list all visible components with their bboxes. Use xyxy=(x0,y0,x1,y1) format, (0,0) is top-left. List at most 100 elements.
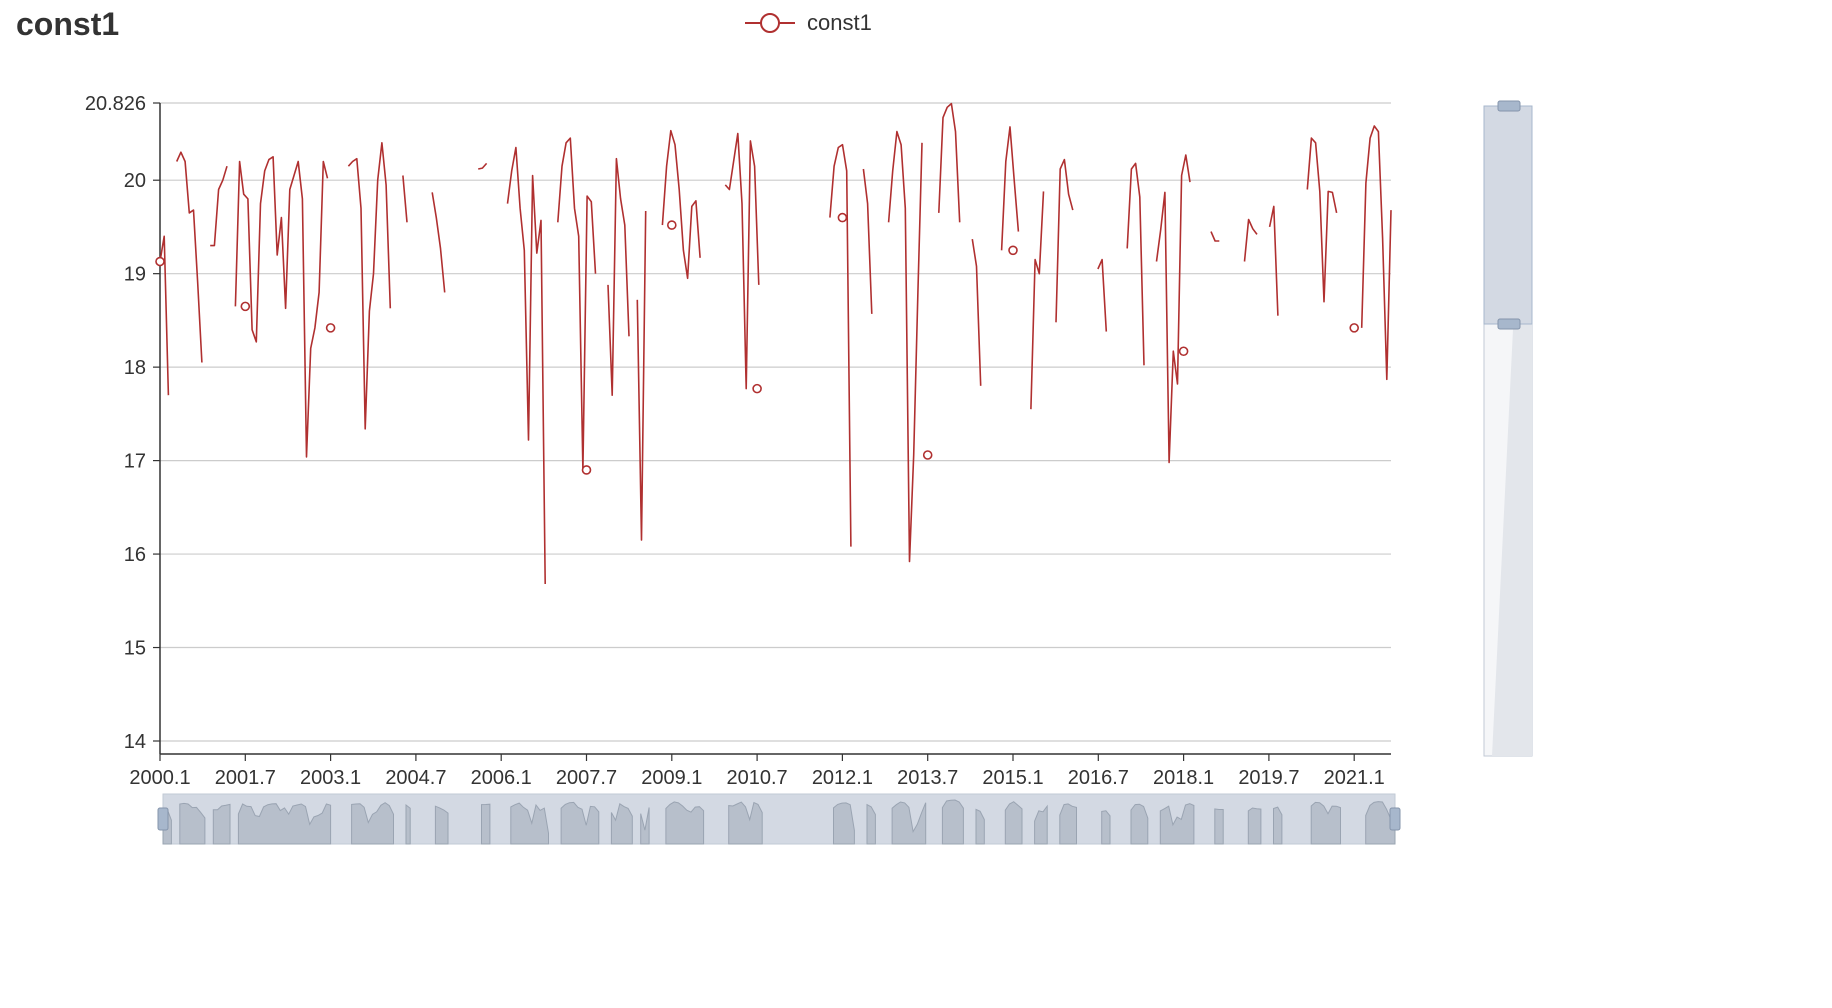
series-line-segment xyxy=(1268,205,1279,316)
y-tick-label: 18 xyxy=(124,357,146,379)
series-line-segment xyxy=(1030,191,1045,410)
x-zoom-preview xyxy=(866,803,876,845)
data-point-marker xyxy=(666,220,677,230)
series-line-segment xyxy=(1097,258,1108,332)
series-line-segment xyxy=(1306,137,1338,303)
x-zoom-preview xyxy=(351,802,394,845)
y-data-zoom-slider[interactable] xyxy=(1483,100,1533,757)
data-point-marker xyxy=(581,465,592,475)
x-zoom-preview xyxy=(891,801,927,845)
series-line-segment xyxy=(402,175,408,223)
series-line-segment xyxy=(431,192,446,293)
y-zoom-handle-top[interactable] xyxy=(1497,100,1521,112)
x-tick-label: 2006.1 xyxy=(471,767,532,789)
x-zoom-track[interactable] xyxy=(162,793,1396,845)
series-line-segment xyxy=(159,235,170,396)
y-tick-label: 20.826 xyxy=(85,93,146,115)
y-tick-label: 19 xyxy=(124,264,146,286)
x-tick-label: 2007.7 xyxy=(556,767,617,789)
x-zoom-preview xyxy=(1247,807,1262,845)
x-tick-label: 2021.1 xyxy=(1324,767,1385,789)
x-data-zoom-slider[interactable] xyxy=(157,793,1401,845)
x-tick-label: 2004.7 xyxy=(385,767,446,789)
y-tick-label: 14 xyxy=(124,731,146,753)
legend-label: const1 xyxy=(807,10,872,35)
x-zoom-preview xyxy=(665,801,705,845)
series-line-segment xyxy=(1055,158,1074,323)
x-tick-label: 2000.1 xyxy=(129,767,190,789)
series-line-segment xyxy=(661,129,701,280)
x-tick-label: 2012.1 xyxy=(812,767,873,789)
series-line-segment xyxy=(210,165,228,247)
series-line-segment xyxy=(829,143,852,547)
series-line-segment xyxy=(862,168,873,314)
series-line-segment xyxy=(607,157,630,397)
series-line-segment xyxy=(1000,126,1020,251)
x-zoom-preview xyxy=(1273,806,1283,845)
series-line-segment xyxy=(971,238,982,386)
x-zoom-preview xyxy=(405,803,411,845)
y-zoom-window[interactable] xyxy=(1483,105,1533,325)
x-zoom-preview xyxy=(481,803,491,845)
x-tick-label: 2009.1 xyxy=(641,767,702,789)
x-zoom-preview xyxy=(434,805,449,845)
x-zoom-preview xyxy=(1004,801,1023,845)
x-zoom-preview xyxy=(237,803,332,845)
x-tick-label: 2010.7 xyxy=(727,767,788,789)
data-point-marker xyxy=(837,212,848,223)
data-point-marker xyxy=(1008,245,1018,256)
legend-line-circle-icon xyxy=(745,13,795,33)
x-zoom-preview xyxy=(1214,808,1224,845)
x-tick-label: 2016.7 xyxy=(1068,767,1129,789)
series-line-segment xyxy=(887,130,923,563)
series-line-segment xyxy=(1126,162,1145,366)
series-line-segment xyxy=(1360,125,1392,381)
data-point-marker xyxy=(155,256,165,267)
x-zoom-preview xyxy=(1059,803,1077,845)
x-zoom-preview xyxy=(941,799,964,845)
data-point-marker xyxy=(1178,346,1189,357)
series-line-segment xyxy=(724,132,760,390)
x-zoom-handle-left[interactable] xyxy=(157,807,169,831)
series-line-segment xyxy=(1243,218,1258,262)
x-zoom-preview xyxy=(833,802,855,845)
x-zoom-preview xyxy=(975,808,985,845)
y-tick-label: 16 xyxy=(124,544,146,566)
series-const1 xyxy=(159,102,1392,585)
grid-lines xyxy=(160,102,1391,742)
series-line-segment xyxy=(478,162,488,170)
x-zoom-preview xyxy=(510,802,549,845)
chart-title: const1 xyxy=(16,6,120,42)
x-zoom-preview xyxy=(1034,804,1048,845)
data-point-marker xyxy=(922,450,933,460)
series-line-segment xyxy=(636,210,647,541)
x-tick-label: 2019.7 xyxy=(1238,767,1299,789)
x-zoom-preview xyxy=(640,807,650,845)
data-point-marker xyxy=(325,323,336,333)
x-tick-label: 2015.1 xyxy=(982,767,1043,789)
series-line-segment xyxy=(1155,154,1191,464)
x-zoom-preview xyxy=(610,802,633,845)
x-zoom-preview xyxy=(212,803,231,845)
x-zoom-preview xyxy=(179,802,206,845)
data-point-marker xyxy=(1349,323,1359,333)
y-zoom-handle-bottom[interactable] xyxy=(1497,318,1521,330)
y-tick-label: 17 xyxy=(124,451,146,473)
series-line-segment xyxy=(347,142,392,430)
series-line-segment xyxy=(506,146,546,585)
y-tick-label: 20 xyxy=(124,170,146,192)
x-tick-label: 2013.7 xyxy=(897,767,958,789)
x-zoom-preview xyxy=(728,801,763,845)
series-line-segment xyxy=(234,156,329,458)
x-tick-label: 2001.7 xyxy=(215,767,276,789)
data-point-marker xyxy=(752,383,762,394)
x-zoom-preview xyxy=(1130,803,1149,845)
series-markers xyxy=(155,212,1359,475)
series-line-segment xyxy=(557,137,597,471)
series-line-segment xyxy=(938,102,961,223)
x-zoom-handle-right[interactable] xyxy=(1389,807,1401,831)
legend-item-const1[interactable]: const1 xyxy=(745,8,872,38)
series-line-segment xyxy=(175,151,203,363)
x-tick-label: 2018.1 xyxy=(1153,767,1214,789)
